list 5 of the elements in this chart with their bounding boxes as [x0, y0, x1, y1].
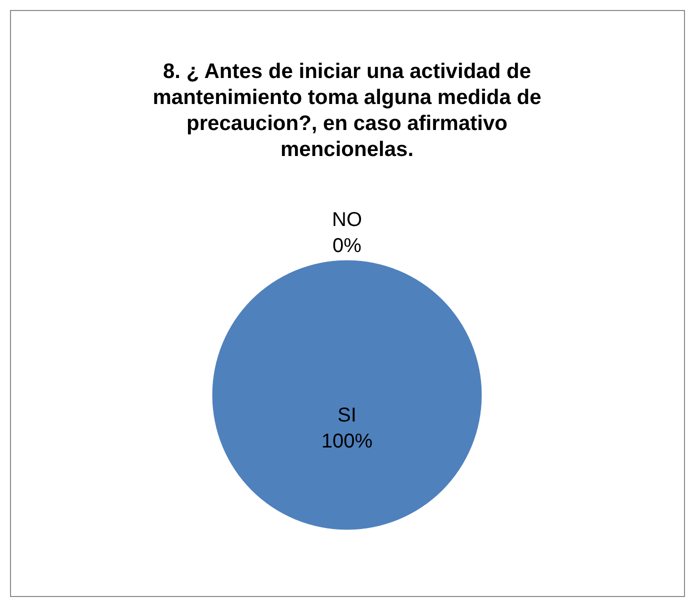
data-label: 100%: [321, 430, 373, 452]
category-label: NO: [332, 209, 362, 231]
text: 0%: [332, 235, 362, 257]
chart-title: 8. ¿ Antes de iniciar una actividad de mantenimiento toma alguna medida de precaucion?, en caso afirmativo mencionelas.: [152, 60, 542, 161]
slice-label: SI: [338, 404, 356, 426]
